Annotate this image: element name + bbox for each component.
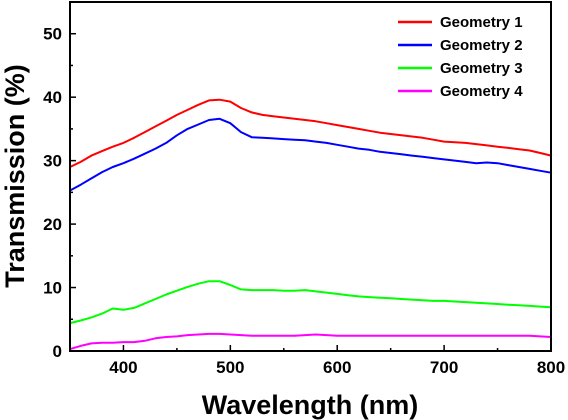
x-axis: 400 500 600 700 800 <box>69 345 565 377</box>
legend: Geometry 1 Geometry 2 Geometry 3 Geometry 4 <box>398 14 523 100</box>
legend-label-geometry-2: Geometry 2 <box>440 37 523 54</box>
x-tick-label-700: 700 <box>430 358 458 377</box>
y-tick-label-50: 50 <box>43 25 62 44</box>
x-tick-label-800: 800 <box>537 358 565 377</box>
x-tick-label-600: 600 <box>323 358 351 377</box>
legend-label-geometry-1: Geometry 1 <box>440 14 523 31</box>
x-tick-label-400: 400 <box>109 358 137 377</box>
legend-label-geometry-4: Geometry 4 <box>440 83 523 100</box>
y-tick-label-20: 20 <box>43 215 62 234</box>
y-tick-label-0: 0 <box>53 342 62 361</box>
x-tick-label-500: 500 <box>216 358 244 377</box>
y-tick-label-40: 40 <box>43 88 62 107</box>
legend-label-geometry-3: Geometry 3 <box>440 60 523 77</box>
y-tick-label-10: 10 <box>43 279 62 298</box>
series-line-geometry-4 <box>69 332 552 351</box>
series-line-geometry-1 <box>69 98 552 168</box>
y-axis: 0 10 20 30 40 50 <box>43 25 76 361</box>
plot-frame <box>69 1 552 352</box>
series-line-geometry-2 <box>69 117 552 192</box>
plot-area <box>69 1 552 352</box>
x-axis-title: Wavelength (nm) <box>202 390 419 420</box>
series-line-geometry-3 <box>69 280 552 325</box>
y-tick-label-30: 30 <box>43 152 62 171</box>
series-layer <box>69 98 552 351</box>
y-axis-title: Transmission (%) <box>0 64 30 288</box>
